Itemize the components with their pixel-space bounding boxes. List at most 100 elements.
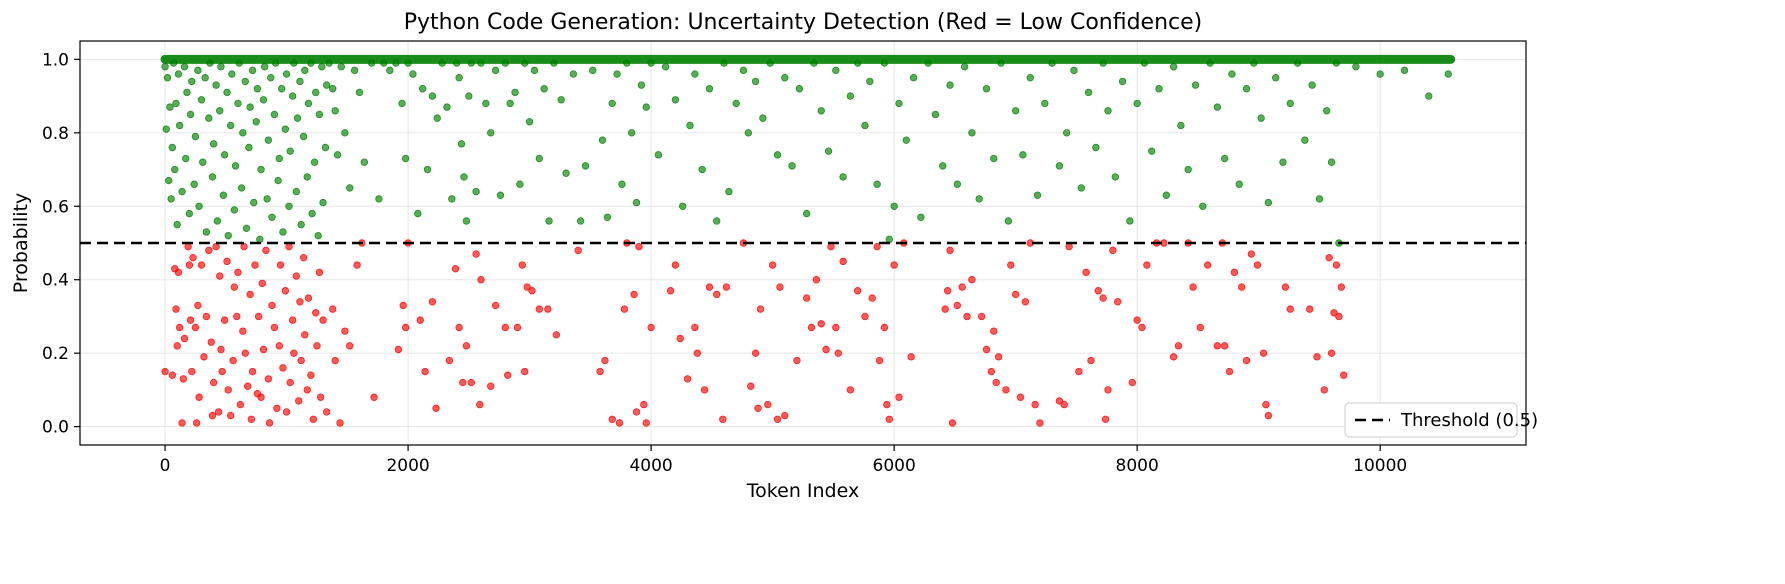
low-confidence-point bbox=[205, 246, 213, 255]
low-confidence-point bbox=[303, 386, 311, 394]
x-tick-label: 4000 bbox=[629, 456, 672, 476]
low-confidence-point bbox=[268, 301, 276, 310]
high-confidence-point bbox=[1033, 191, 1042, 199]
high-confidence-point bbox=[308, 209, 316, 218]
low-confidence-point bbox=[254, 312, 263, 321]
high-confidence-point bbox=[428, 92, 437, 100]
low-confidence-point bbox=[455, 323, 463, 332]
low-confidence-point bbox=[202, 312, 211, 321]
high-confidence-point bbox=[191, 132, 200, 141]
low-confidence-point bbox=[1075, 367, 1083, 376]
high-confidence-point bbox=[598, 136, 607, 144]
low-confidence-point bbox=[601, 356, 609, 365]
low-confidence-point bbox=[958, 283, 966, 291]
low-confidence-point bbox=[1262, 400, 1270, 409]
high-confidence-point bbox=[1264, 198, 1273, 207]
low-confidence-point bbox=[1203, 261, 1212, 269]
high-confidence-point bbox=[292, 187, 300, 196]
low-confidence-point bbox=[722, 283, 731, 291]
high-confidence-point bbox=[1376, 70, 1384, 78]
high-confidence-point bbox=[627, 129, 636, 137]
high-confidence-point bbox=[186, 110, 195, 119]
high-confidence-point bbox=[281, 125, 290, 133]
low-confidence-point bbox=[233, 312, 241, 321]
high-confidence-point bbox=[333, 151, 342, 159]
high-confidence-point bbox=[1055, 162, 1064, 170]
low-confidence-point bbox=[194, 301, 202, 310]
high-confidence-point bbox=[487, 129, 495, 137]
high-confidence-point bbox=[208, 173, 217, 181]
low-confidence-point bbox=[992, 378, 1000, 387]
high-confidence-point bbox=[161, 63, 169, 71]
x-tick-label: 8000 bbox=[1116, 456, 1159, 476]
low-confidence-point bbox=[521, 367, 529, 376]
low-confidence-point bbox=[1169, 353, 1178, 361]
low-confidence-point bbox=[1281, 283, 1290, 291]
high-confidence-point bbox=[824, 147, 833, 155]
high-confidence-point bbox=[603, 213, 612, 221]
high-confidence-point bbox=[304, 99, 313, 108]
high-confidence-point bbox=[188, 77, 196, 86]
high-confidence-point bbox=[739, 66, 748, 75]
high-confidence-point bbox=[180, 63, 189, 71]
low-confidence-point bbox=[1099, 294, 1107, 302]
high-confidence-point bbox=[939, 162, 947, 170]
low-confidence-point bbox=[953, 301, 962, 310]
high-confidence-point bbox=[802, 209, 811, 218]
low-confidence-point bbox=[968, 276, 976, 284]
high-confidence-point bbox=[472, 187, 480, 196]
low-confidence-point bbox=[218, 367, 226, 376]
low-confidence-point bbox=[224, 386, 232, 394]
high-confidence-point bbox=[199, 158, 207, 166]
low-confidence-point bbox=[523, 283, 531, 291]
high-confidence-point bbox=[839, 173, 847, 181]
high-confidence-point bbox=[632, 198, 641, 207]
plot-frame bbox=[79, 40, 1527, 446]
low-confidence-point bbox=[336, 419, 344, 427]
low-confidence-point bbox=[1138, 323, 1146, 332]
low-confidence-point bbox=[1031, 400, 1039, 409]
low-confidence-point bbox=[239, 327, 247, 335]
low-confidence-point bbox=[1189, 283, 1197, 291]
low-confidence-point bbox=[292, 272, 300, 280]
high-confidence-point bbox=[209, 140, 218, 148]
low-confidence-point bbox=[574, 246, 582, 255]
low-confidence-point bbox=[313, 342, 321, 350]
low-confidence-point bbox=[288, 316, 297, 324]
low-confidence-point bbox=[223, 257, 231, 266]
low-confidence-point bbox=[1104, 386, 1112, 394]
low-confidence-point bbox=[1213, 342, 1222, 350]
low-confidence-point bbox=[285, 242, 293, 251]
high-confidence-point bbox=[1184, 165, 1192, 174]
high-confidence-point bbox=[576, 217, 585, 225]
high-confidence-point bbox=[226, 121, 235, 130]
low-confidence-point bbox=[719, 415, 727, 423]
high-confidence-point bbox=[190, 180, 198, 188]
high-confidence-point bbox=[751, 77, 760, 86]
low-confidence-point bbox=[817, 320, 825, 328]
high-confidence-point bbox=[1213, 103, 1222, 111]
low-confidence-point bbox=[264, 375, 273, 383]
high-confidence-point bbox=[530, 66, 539, 75]
low-confidence-point bbox=[212, 242, 220, 251]
low-confidence-point bbox=[394, 345, 403, 354]
high-confidence-point bbox=[171, 165, 179, 174]
high-confidence-point bbox=[460, 173, 468, 181]
low-confidence-point bbox=[1011, 290, 1020, 299]
low-confidence-point bbox=[1060, 400, 1068, 409]
low-confidence-point bbox=[713, 290, 721, 299]
high-confidence-point bbox=[321, 143, 330, 152]
low-confidence-point bbox=[1196, 323, 1205, 332]
low-confidence-point bbox=[868, 294, 876, 302]
low-confidence-point bbox=[861, 312, 869, 321]
high-confidence-point bbox=[401, 154, 410, 163]
high-confidence-point bbox=[817, 107, 825, 115]
high-confidence-point bbox=[1011, 107, 1020, 115]
high-confidence-point bbox=[909, 74, 918, 82]
low-confidence-point bbox=[846, 386, 855, 394]
low-confidence-point bbox=[1002, 386, 1010, 394]
high-confidence-point bbox=[982, 85, 991, 93]
high-confidence-point bbox=[535, 154, 544, 163]
high-confidence-point bbox=[1444, 70, 1452, 78]
low-confidence-point bbox=[834, 349, 842, 357]
